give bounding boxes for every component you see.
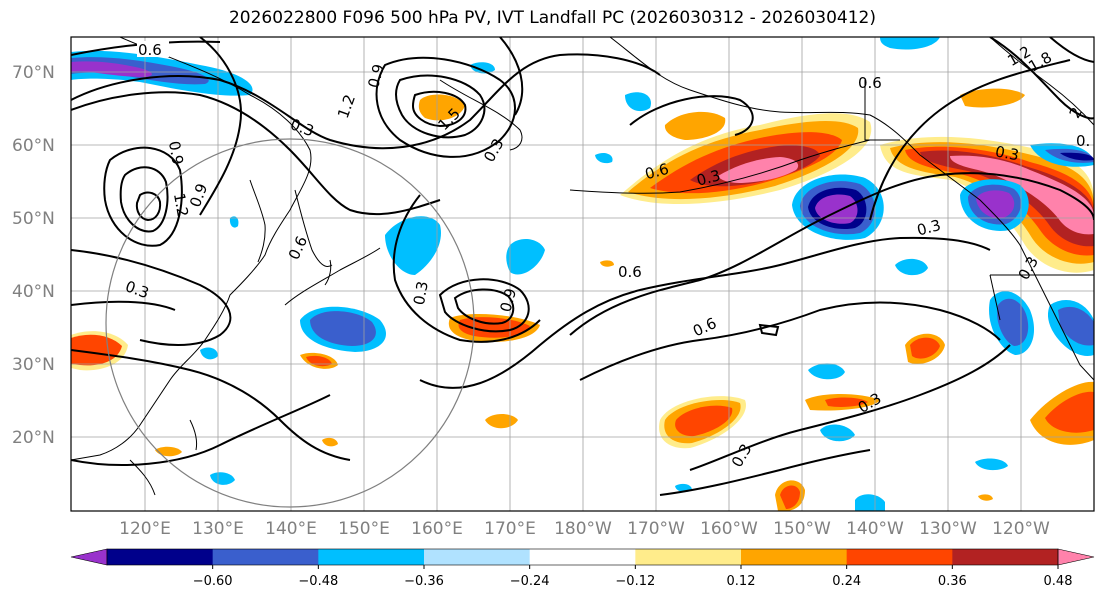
contour-label: 0.3: [480, 136, 508, 166]
colorbar-tick-label: −0.60: [193, 574, 233, 589]
map-title: 2026022800 F096 500 hPa PV, IVT Landfall…: [228, 8, 876, 28]
lon-label: 150°W: [773, 519, 831, 539]
colorbar-segment: [424, 549, 531, 565]
colorbar: [70, 548, 1095, 566]
contour-label: 0.3: [994, 142, 1021, 164]
colorbar-tick-label: 0.36: [938, 574, 967, 589]
lon-label: 150°E: [338, 519, 390, 539]
colorbar-tick-label: 0.12: [727, 574, 756, 589]
contour-label: 0.9: [186, 181, 211, 210]
contour-label: 1.2: [334, 92, 359, 121]
contour-label: 0.6: [285, 233, 311, 262]
colorbar-segment: [635, 549, 742, 565]
colorbar-segment: [529, 549, 636, 565]
colorbar-tick-label: −0.48: [298, 574, 338, 589]
lat-label: 70°N: [12, 63, 55, 83]
contour-label: 0.: [1076, 132, 1090, 150]
pc-shading: [71, 37, 1094, 511]
lat-label: 30°N: [12, 355, 55, 375]
contour-label: 0.3: [410, 280, 432, 307]
lon-label: 140°E: [265, 519, 317, 539]
lon-label: 140°W: [846, 519, 904, 539]
colorbar-tick-label: −0.24: [510, 574, 550, 589]
lat-label: 20°N: [12, 428, 55, 448]
contour-label: 0.3: [855, 389, 885, 417]
contour-label: 0.3: [915, 216, 943, 240]
colorbar-tick-label: 0.48: [1044, 574, 1073, 589]
pv-contours: [71, 37, 1094, 496]
contour-label: 0.6: [858, 74, 882, 92]
lon-label: 160°E: [411, 519, 463, 539]
lon-label: 130°W: [919, 519, 977, 539]
lon-label: 160°W: [700, 519, 758, 539]
lat-label: 60°N: [12, 136, 55, 156]
colorbar-extend-high: [1057, 548, 1095, 566]
lat-labels: 70°N 60°N 50°N 40°N 30°N 20°N: [12, 63, 55, 448]
graticule: [71, 37, 1094, 511]
colorbar-ticks: −0.60 −0.48 −0.36 −0.24 −0.12 0.12 0.24 0.36 0.4…: [193, 565, 1073, 589]
colorbar-segment: [212, 549, 319, 565]
contour-label: 0.3: [288, 115, 317, 140]
contour-label: 0.6: [643, 160, 671, 184]
colorbar-tick-label: 0.24: [832, 574, 861, 589]
contour-label: 0.9: [496, 286, 520, 314]
lon-label: 180°W: [554, 519, 612, 539]
colorbar-tick-label: −0.12: [615, 574, 655, 589]
colorbar-extend-low: [70, 548, 108, 566]
colorbar-segment: [846, 549, 953, 565]
lon-label: 170°W: [627, 519, 685, 539]
colorbar-segment: [318, 549, 425, 565]
contour-label: 0.6: [138, 41, 162, 59]
lat-label: 40°N: [12, 282, 55, 302]
colorbar-segment: [107, 549, 214, 565]
colorbar-segment: [741, 549, 848, 565]
colorbar-segment: [952, 549, 1059, 565]
colorbar-tick-label: −0.36: [404, 574, 444, 589]
map-frame: [70, 36, 1095, 512]
lon-label: 120°W: [992, 519, 1050, 539]
lon-labels: 120°E 130°E 140°E 150°E 160°E 170°E 180°…: [119, 519, 1050, 539]
contour-label: 0.3: [123, 277, 152, 302]
contour-label: 0.3: [695, 166, 723, 190]
coastlines: [71, 37, 1094, 496]
lat-label: 50°N: [12, 209, 55, 229]
lon-label: 130°E: [192, 519, 244, 539]
lon-label: 120°E: [119, 519, 171, 539]
range-circle: [105, 138, 475, 508]
contour-label: 1.2: [170, 192, 192, 219]
contour-label: 0.9: [364, 62, 388, 90]
lon-label: 170°E: [484, 519, 536, 539]
colorbar-frame: [106, 548, 1059, 566]
contour-label: 0.9: [165, 140, 187, 167]
contour-label: 0.6: [618, 263, 642, 281]
contour-label: 0.6: [690, 314, 719, 340]
